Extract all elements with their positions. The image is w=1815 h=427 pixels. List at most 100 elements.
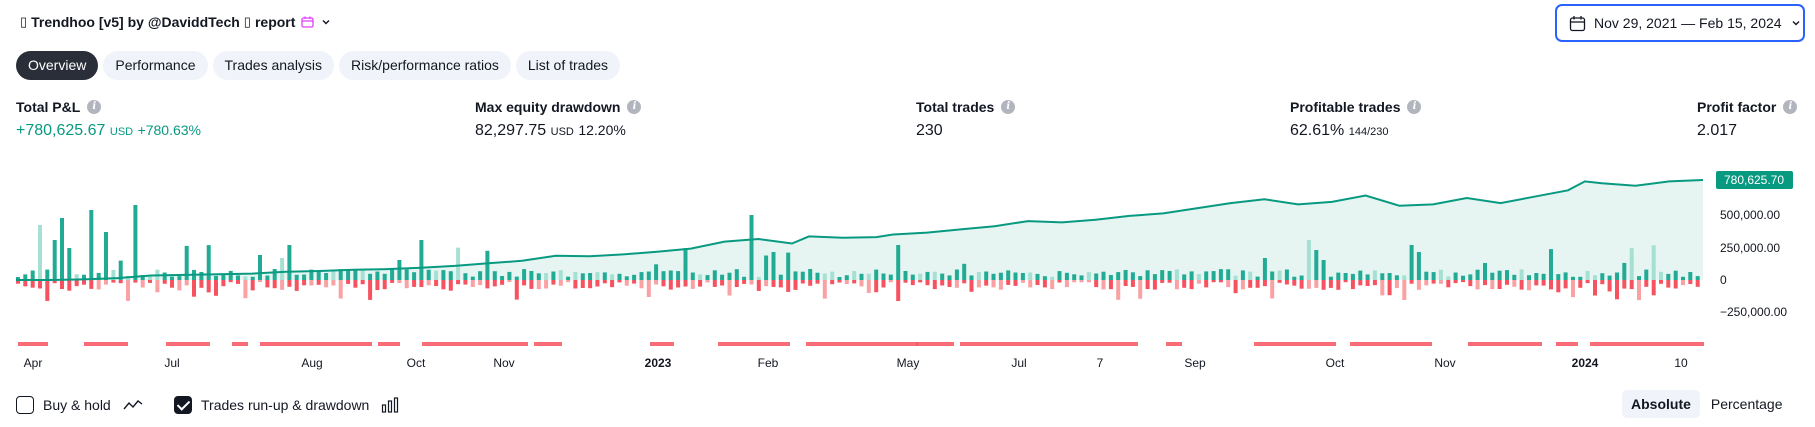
runup-bar [1042, 276, 1047, 280]
drawdown-bar [507, 280, 512, 282]
runup-bar [683, 248, 688, 280]
buy-hold-toggle[interactable]: Buy & hold [16, 396, 143, 414]
drawdown-bar [492, 280, 497, 287]
drawdown-period [916, 342, 954, 346]
metric-label: Profitable trades [1290, 99, 1401, 115]
drawdown-bar [1350, 280, 1355, 290]
runup-bar [1028, 272, 1033, 280]
drawdown-bar [1534, 280, 1539, 286]
runup-bar [1240, 270, 1245, 280]
percentage-button[interactable]: Percentage [1710, 396, 1783, 412]
buy-hold-checkbox[interactable] [16, 396, 34, 414]
runup-bar [1666, 273, 1671, 280]
metric-total-pnl: Total P&L i +780,625.67 USD +780.63% [16, 98, 201, 140]
drawdown-bar [522, 280, 527, 286]
drawdown-bar [536, 280, 541, 290]
drawdown-bar [199, 280, 204, 288]
info-icon[interactable]: i [87, 100, 102, 114]
report-title[interactable]: ▯ Trendhoo [v5] by @DaviddTech ▯ report [20, 14, 332, 30]
x-tick-label: Nov [493, 356, 514, 370]
absolute-button[interactable]: Absolute [1622, 390, 1700, 418]
metric-label: Total trades [916, 99, 995, 115]
report-label: report [254, 14, 296, 30]
drawdown-period [18, 342, 48, 346]
runup-bar [338, 269, 343, 280]
y-tick-label: 250,000.00 [1720, 241, 1780, 255]
info-icon[interactable]: i [1407, 100, 1422, 114]
drawdown-bar [1578, 280, 1583, 288]
chevron-down-icon[interactable] [320, 16, 332, 28]
runup-bar [1145, 270, 1150, 280]
tab-overview[interactable]: Overview [16, 51, 99, 80]
tab-trades-analysis[interactable]: Trades analysis [212, 51, 335, 80]
drawdown-period [378, 342, 400, 346]
runup-bar [1020, 273, 1025, 280]
trades-runup-checkbox[interactable] [174, 396, 192, 414]
drawdown-bar [1453, 280, 1458, 284]
drawdown-bar [976, 280, 981, 288]
drawdown-bar [1284, 280, 1289, 285]
equity-chart[interactable]: 780,625.70 500,000.00 250,000.00 0 −250,000.… [0, 165, 1815, 373]
drawdown-bar [800, 280, 805, 284]
runup-bar [1182, 274, 1187, 280]
drawdown-bar [874, 280, 879, 293]
runup-bar [412, 272, 417, 280]
drawdown-bar [595, 280, 600, 287]
drawdown-bar [1086, 280, 1091, 283]
info-icon[interactable]: i [1001, 100, 1016, 114]
drawdown-bar [771, 280, 776, 287]
strategy-icon: ▯ [20, 14, 28, 29]
runup-bar [360, 270, 365, 280]
drawdown-bar [60, 280, 64, 289]
drawdown-bar [177, 280, 182, 291]
drawdown-bar [1314, 280, 1319, 288]
drawdown-bar [52, 280, 57, 284]
runup-bar [602, 272, 607, 280]
runup-bar [1461, 275, 1465, 280]
runup-bar [991, 273, 996, 280]
metric-profit-factor: Profit factor i 2.017 [1697, 98, 1798, 140]
runup-bar [918, 273, 923, 280]
tab-performance[interactable]: Performance [103, 51, 208, 80]
drawdown-period [1590, 342, 1704, 346]
runup-bar [859, 273, 864, 280]
runup-bar [932, 271, 937, 280]
runup-bar [441, 270, 446, 280]
date-range-picker[interactable]: Nov 29, 2021 — Feb 15, 2024 [1555, 4, 1805, 42]
runup-bar [1431, 272, 1436, 280]
runup-bar [456, 247, 461, 280]
runup-bar [1563, 272, 1568, 280]
drawdown-bar [969, 280, 974, 292]
info-icon[interactable]: i [1783, 100, 1798, 114]
runup-bar [1064, 272, 1069, 280]
runup-bar [485, 250, 490, 280]
drawdown-bar [294, 280, 299, 291]
drawdown-bar [749, 280, 754, 285]
runup-bar [397, 260, 402, 280]
runup-bar [844, 275, 849, 280]
runup-bar [610, 274, 615, 280]
tab-risk-performance-ratios[interactable]: Risk/performance ratios [339, 51, 511, 80]
trades-runup-toggle[interactable]: Trades run-up & drawdown [174, 396, 399, 414]
drawdown-bar [844, 280, 849, 284]
info-icon[interactable]: i [627, 100, 642, 114]
tab-list-of-trades[interactable]: List of trades [515, 51, 621, 80]
runup-bar [346, 269, 351, 280]
drawdown-bar [1262, 280, 1267, 287]
runup-bar [1490, 272, 1495, 280]
drawdown-bar [984, 280, 989, 286]
drawdown-period [650, 342, 674, 346]
runup-bar [1483, 263, 1487, 280]
runup-bar [52, 240, 57, 280]
drawdown-bar [1042, 280, 1047, 288]
drawdown-bar [1402, 280, 1407, 300]
runup-bar [148, 275, 152, 280]
drawdown-bar [991, 280, 996, 288]
runup-bar [67, 248, 72, 280]
drawdown-bar [331, 280, 336, 286]
chevron-down-icon [1792, 21, 1800, 26]
runup-bar [881, 273, 886, 280]
drawdown-bar [514, 280, 519, 300]
runup-bar [800, 271, 805, 280]
runup-bar [1321, 260, 1326, 280]
